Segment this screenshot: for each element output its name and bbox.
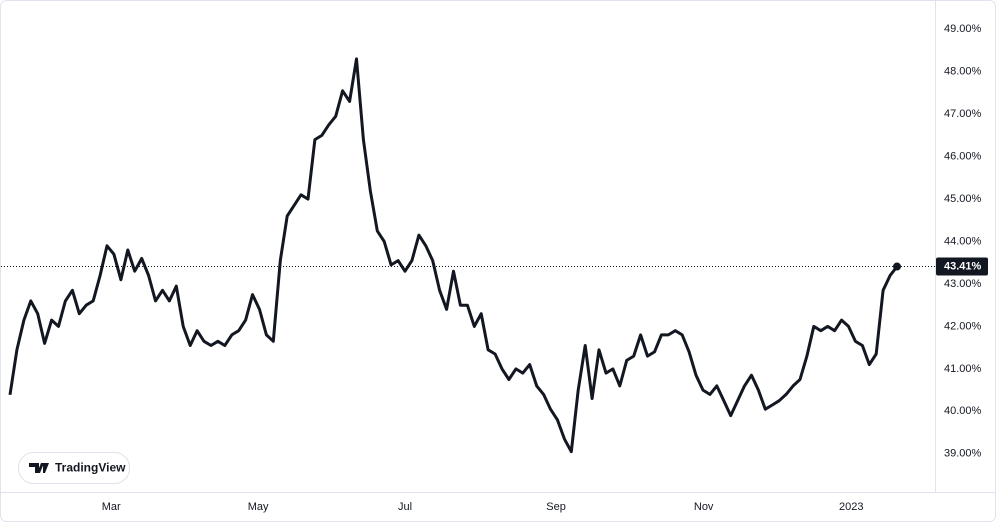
y-tick-label: 49.00%: [944, 23, 982, 35]
y-tick-label: 46.00%: [944, 151, 982, 163]
y-tick-label: 47.00%: [944, 108, 982, 120]
y-tick-label: 43.00%: [944, 278, 982, 290]
y-tick-label: 42.00%: [944, 320, 982, 332]
last-value-label: 43.41%: [944, 260, 982, 272]
x-tick-label: Mar: [102, 501, 121, 513]
y-tick-label: 39.00%: [944, 448, 982, 460]
watermark[interactable]: TradingView: [18, 452, 130, 484]
watermark-text: TradingView: [55, 461, 126, 475]
x-tick-label: May: [248, 501, 269, 513]
x-tick-label: 2023: [839, 501, 863, 513]
x-tick-label: Sep: [546, 501, 566, 513]
y-tick-label: 45.00%: [944, 193, 982, 205]
x-tick-label: Nov: [694, 501, 714, 513]
y-tick-label: 40.00%: [944, 405, 982, 417]
y-tick-label: 44.00%: [944, 235, 982, 247]
y-tick-label: 41.00%: [944, 363, 982, 375]
watermark-box[interactable]: [18, 452, 130, 484]
last-point: [893, 262, 901, 271]
logo: [29, 463, 49, 473]
x-tick-label: Jul: [398, 501, 412, 513]
price-line: [8, 57, 899, 454]
y-tick-label: 48.00%: [944, 66, 982, 78]
last-value-box: [936, 257, 988, 276]
